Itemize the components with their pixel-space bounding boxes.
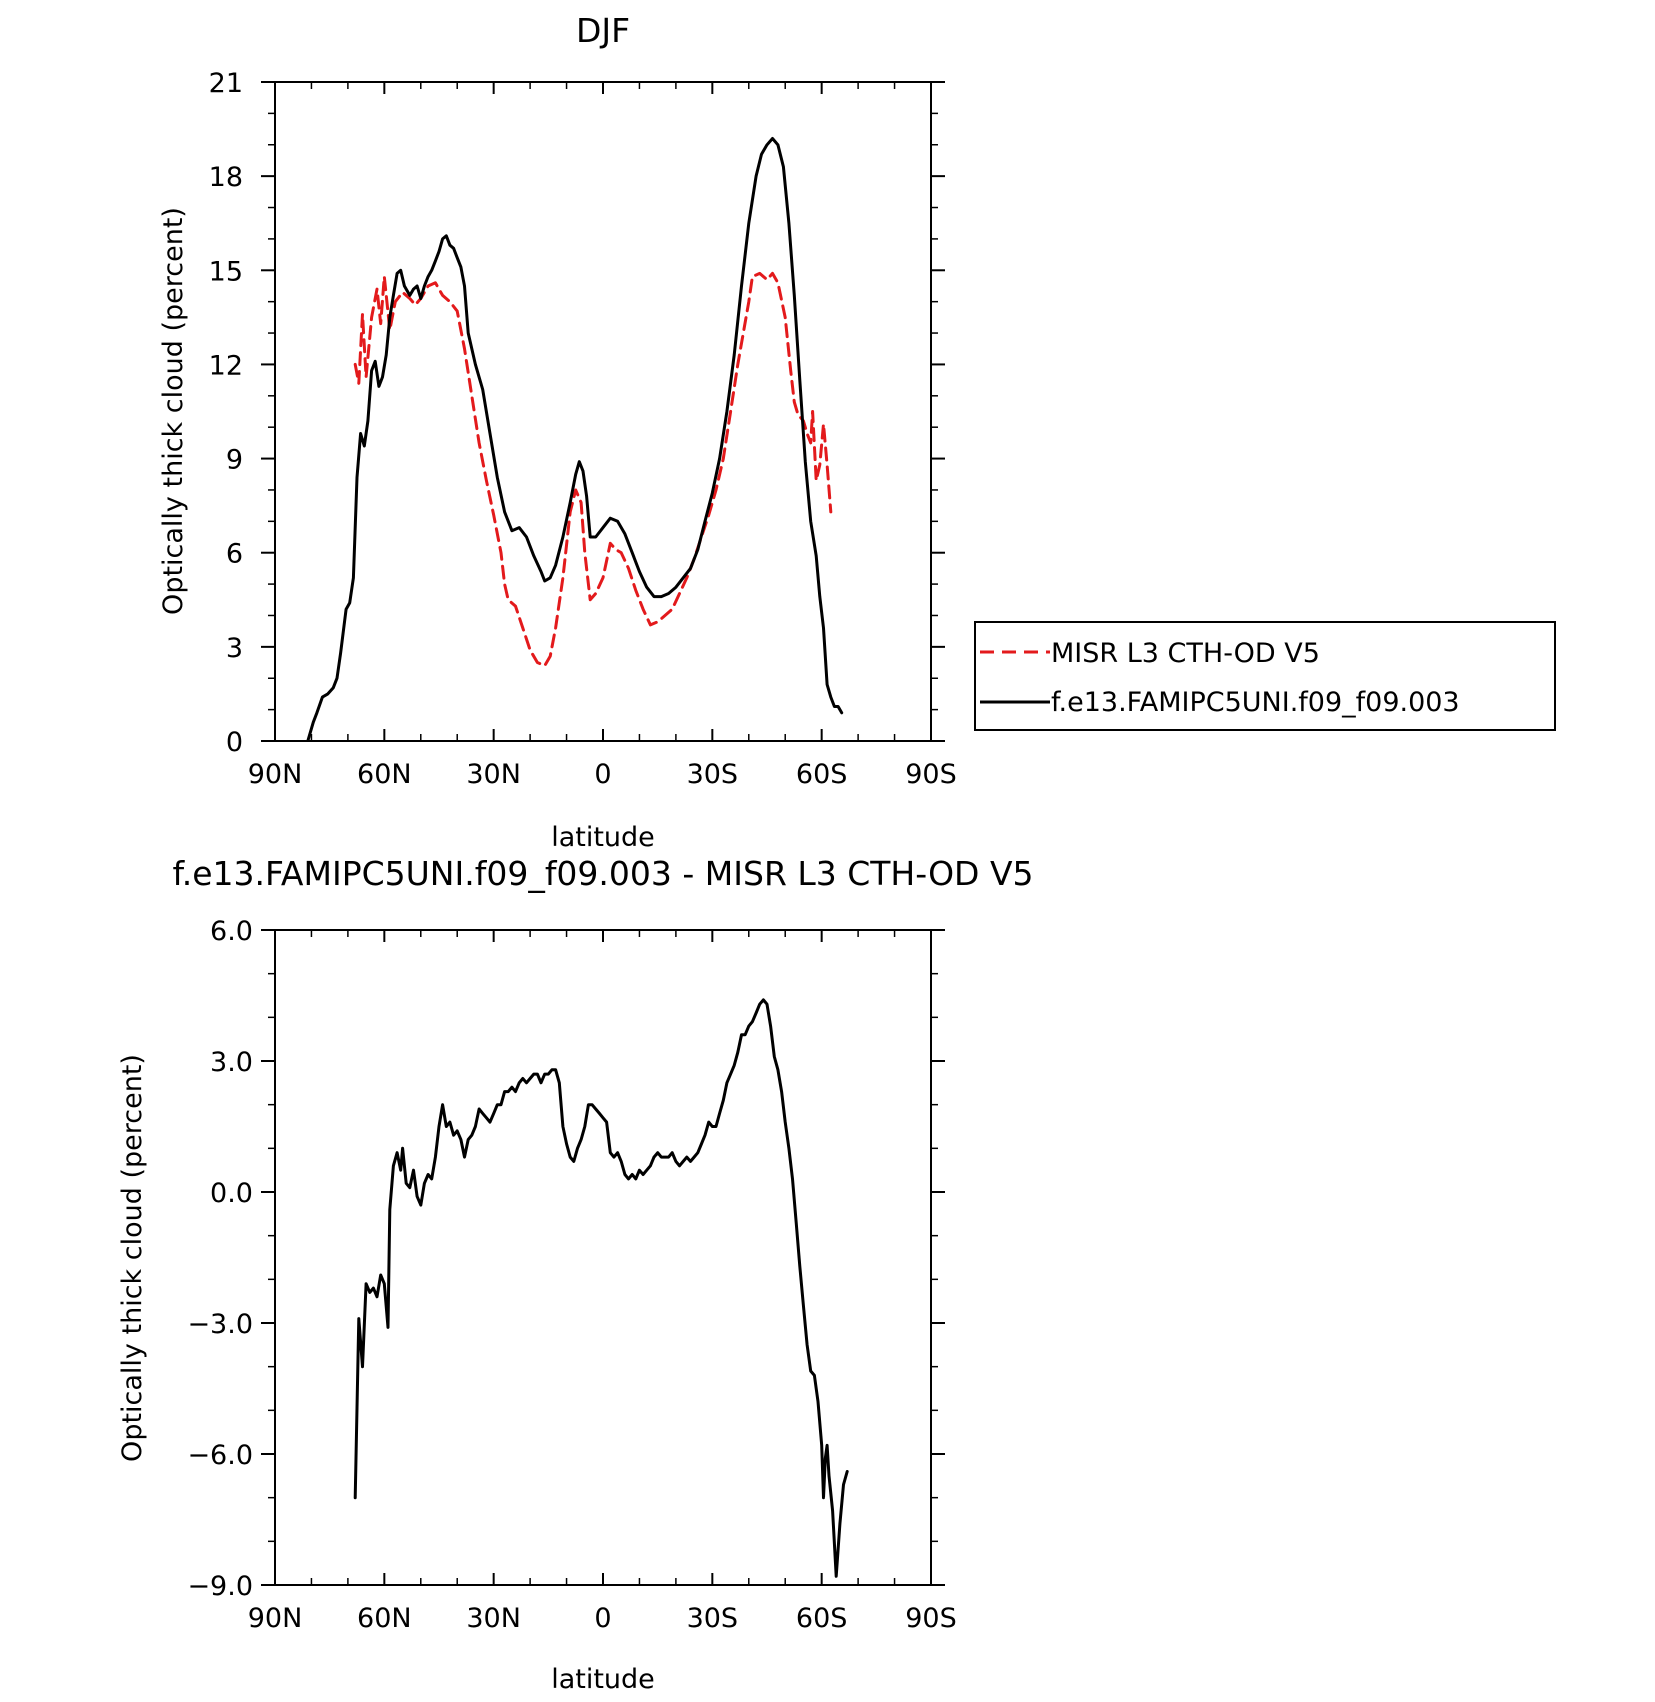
legend-label-model: f.e13.FAMIPC5UNI.f09_f09.003	[1051, 687, 1460, 718]
top-x-tick-label: 90N	[248, 759, 303, 790]
top-y-tick-label: 3	[226, 633, 243, 664]
top-x-tick-label: 60N	[357, 759, 412, 790]
bottom-tick-marks	[261, 929, 945, 1586]
top-y-tick-label: 6	[226, 539, 243, 570]
top-tick-marks	[261, 81, 945, 742]
diff-chart-title: f.e13.FAMIPC5UNI.f09_f09.003 - MISR L3 C…	[172, 854, 1033, 893]
bottom-x-tick-label: 60N	[357, 1603, 412, 1634]
bottom-y-tick-label: −6.0	[187, 1440, 253, 1471]
bottom-x-tick-label: 30N	[466, 1603, 521, 1634]
bottom-y-tick-label: −3.0	[187, 1309, 253, 1340]
legend-box	[974, 621, 1556, 731]
bottom-y-tick-label: 3.0	[210, 1047, 253, 1078]
y-axis-label: Optically thick cloud (percent)	[158, 207, 189, 615]
bottom-x-tick-label: 60S	[796, 1603, 848, 1634]
top-series-line-0	[353, 271, 833, 668]
plot-frame-bottom	[274, 929, 932, 1586]
top-x-tick-label: 90S	[905, 759, 957, 790]
top-x-tick-label: 60S	[796, 759, 848, 790]
top-x-tick-label: 30N	[466, 759, 521, 790]
bottom-x-tick-label: 90N	[248, 1603, 303, 1634]
legend-label-misr: MISR L3 CTH-OD V5	[1051, 638, 1320, 669]
legend: MISR L3 CTH-OD V5 f.e13.FAMIPC5UNI.f09_f…	[974, 621, 1556, 731]
bottom-series-line-0	[353, 998, 849, 1578]
chart-title: DJF	[576, 11, 630, 50]
top-y-tick-label: 15	[209, 256, 243, 287]
top-y-tick-label: 12	[209, 350, 243, 381]
top-x-tick-label: 0	[594, 759, 611, 790]
x-axis-label: latitude	[551, 822, 655, 853]
bottom-y-tick-label: 0.0	[210, 1178, 253, 1209]
bottom-y-tick-label: −9.0	[187, 1571, 253, 1602]
plot-frame-top	[274, 81, 932, 742]
top-y-tick-label: 9	[226, 445, 243, 476]
bottom-tick-labels: 90N 60N 30N 0 30S 60S 90S −9.0 −6.0 −3.0 0.0 3.0 6.0	[187, 916, 956, 1634]
bottom-series-lines	[353, 998, 849, 1578]
top-y-tick-label: 21	[209, 68, 243, 99]
top-y-tick-label: 18	[209, 162, 243, 193]
bottom-x-tick-label: 0	[594, 1603, 611, 1634]
diff-y-axis-label: Optically thick cloud (percent)	[117, 1054, 148, 1462]
top-x-tick-label: 30S	[687, 759, 739, 790]
panel-bottom-chart: f.e13.FAMIPC5UNI.f09_f09.003 - MISR L3 C…	[117, 854, 1034, 1695]
top-series-line-1	[306, 137, 844, 742]
top-y-tick-label: 0	[226, 727, 243, 758]
diff-x-axis-label: latitude	[551, 1664, 655, 1695]
top-series-lines	[306, 137, 844, 742]
bottom-x-tick-label: 30S	[687, 1603, 739, 1634]
top-tick-labels: 90N 60N 30N 0 30S 60S 90S 0 3 6 9 12 15 18 21	[209, 68, 957, 790]
bottom-y-tick-label: 6.0	[210, 916, 253, 947]
bottom-x-tick-label: 90S	[905, 1603, 957, 1634]
panel-top-chart: DJF 90N 60N 30N 0 30S 60S 90S 0 3 6 9 12 15 18 21 lati…	[158, 11, 957, 853]
